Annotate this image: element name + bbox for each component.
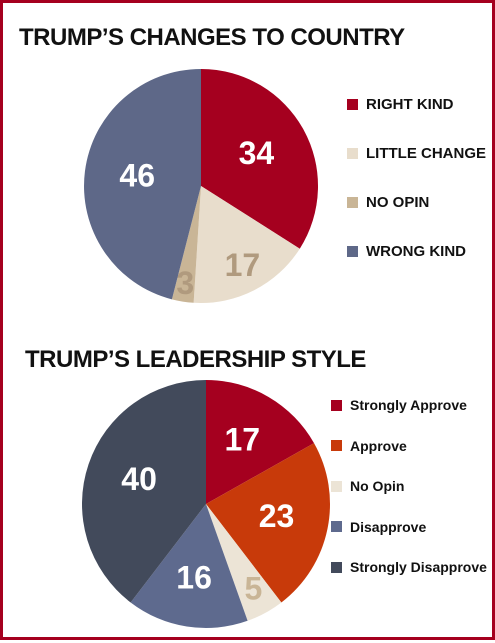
legend-label: No Opin xyxy=(350,478,405,494)
pie-slice-wrong-kind xyxy=(84,69,201,300)
legend-swatch xyxy=(331,521,342,532)
legend-label: RIGHT KIND xyxy=(366,96,454,113)
legend-swatch xyxy=(331,480,342,492)
legend-label: Strongly Disapprove xyxy=(350,559,487,575)
legend-label: Disapprove xyxy=(350,518,427,535)
pie-slice-disapprove xyxy=(130,504,248,628)
legend-item-no-opin: No Opin xyxy=(331,478,404,494)
pie-slice-no-opin xyxy=(206,504,282,621)
legend-swatch xyxy=(347,197,358,208)
legend-item-wrong-kind: WRONG KIND xyxy=(347,243,466,260)
legend-swatch xyxy=(347,246,358,257)
legend-item-approve: Approve xyxy=(331,438,407,454)
legend-item-strongly-approve: Strongly Approve xyxy=(331,397,467,413)
chart-title-leadership: TRUMP’S LEADERSHIP STYLE xyxy=(25,346,366,373)
legend-swatch xyxy=(347,99,358,110)
legend-swatch xyxy=(331,440,342,451)
pie-slice-little-change xyxy=(193,186,300,304)
slice-value-label-strongly-approve: 17 xyxy=(225,421,261,457)
slice-value-label-approve: 23 xyxy=(259,498,295,534)
legend-item-right-kind: RIGHT KIND xyxy=(347,96,454,113)
pie-chart-leadership: 17 23 5 16 40 xyxy=(82,380,330,628)
slice-value-label-no-opin: 5 xyxy=(245,571,263,607)
legend-label: LITTLE CHANGE xyxy=(366,145,486,162)
pie-slice-no-opin xyxy=(171,186,201,303)
slice-value-label-strongly-disapprove: 40 xyxy=(121,461,157,497)
pie-chart-changes: 34 17 3 46 xyxy=(84,69,319,304)
legend-item-strongly-disapprove: Strongly Disapprove xyxy=(331,559,487,575)
pie-slice-strongly-disapprove xyxy=(82,380,206,603)
slice-value-label-disapprove: 16 xyxy=(176,559,212,595)
legend-label: Strongly Approve xyxy=(350,397,467,413)
legend-label: Approve xyxy=(350,437,407,454)
legend-swatch xyxy=(347,148,358,159)
chart-title-changes: TRUMP’S CHANGES TO COUNTRY xyxy=(19,24,405,51)
slice-value-label-little-change: 17 xyxy=(225,247,261,283)
legend-item-disapprove: Disapprove xyxy=(331,519,426,535)
legend-label: WRONG KIND xyxy=(366,243,466,260)
slice-value-label-right-kind: 34 xyxy=(239,135,275,171)
legend-swatch xyxy=(331,399,342,411)
legend-swatch xyxy=(331,561,342,573)
slice-value-label-no-opin: 3 xyxy=(176,265,194,301)
pie-slice-right-kind xyxy=(201,69,319,249)
legend-label: NO OPIN xyxy=(366,194,430,211)
pie-slice-strongly-approve xyxy=(206,380,315,504)
pie-slice-approve xyxy=(206,443,330,603)
slice-value-label-wrong-kind: 46 xyxy=(119,157,155,193)
legend-item-no-opin: NO OPIN xyxy=(347,194,429,211)
legend-item-little-change: LITTLE CHANGE xyxy=(347,145,486,162)
